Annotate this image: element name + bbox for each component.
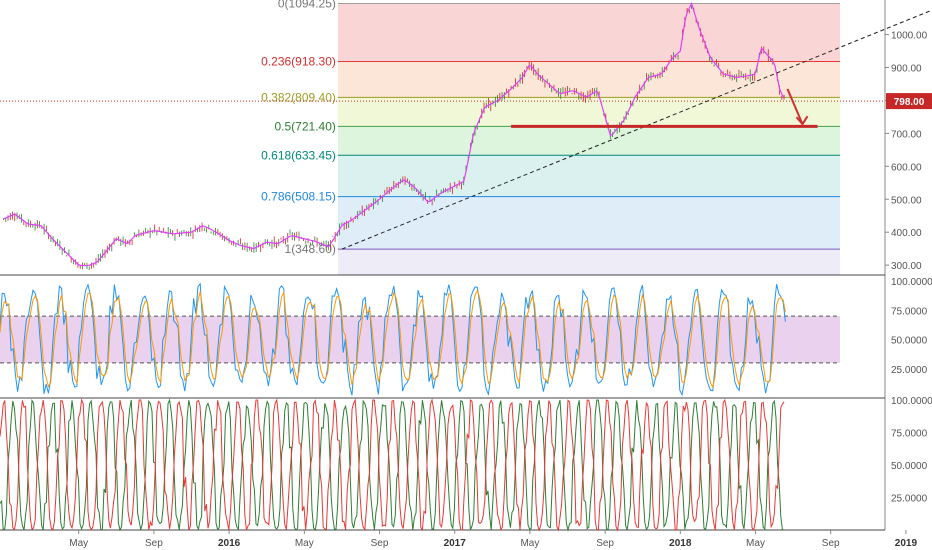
fib-label: 0.786(508.15)	[261, 190, 336, 204]
stoch-tick-label: 25.0000	[891, 365, 928, 376]
fib-label: 0.382(809.40)	[261, 90, 336, 104]
y-tick-label: 300.00	[891, 261, 922, 272]
osc-tick-label: 25.0000	[891, 494, 928, 505]
osc-tick-label: 100.0000	[891, 396, 932, 407]
fib-label: 0.618(633.45)	[261, 148, 336, 162]
stoch-band	[0, 316, 840, 363]
x-tick-label: May	[520, 538, 539, 549]
y-tick-label: 900.00	[891, 64, 922, 75]
stoch-tick-label: 100.0000	[891, 277, 932, 288]
forecast-arrowhead	[795, 115, 809, 126]
osc-red-line	[0, 398, 785, 532]
price-tag-label: 798.00	[894, 97, 925, 108]
price-tag	[886, 93, 932, 110]
x-tick-label: Sep	[596, 538, 614, 549]
y-tick-label: 700.00	[891, 129, 922, 140]
fib-zone	[337, 3, 840, 62]
fib-label: 1(348.60)	[285, 242, 336, 256]
x-tick-label: Sep	[371, 538, 389, 549]
fib-label: 0.236(918.30)	[261, 54, 336, 68]
stoch-d-line	[0, 289, 786, 389]
x-tick-label: May	[295, 538, 314, 549]
x-tick-label: 2016	[218, 538, 241, 549]
x-tick-label: Sep	[822, 538, 840, 549]
fib-label: 0.5(721.40)	[275, 119, 336, 133]
osc-green-line	[0, 398, 785, 532]
forecast-arrow	[786, 88, 804, 125]
osc-tick-label: 75.0000	[891, 429, 928, 440]
fib-zone	[337, 126, 840, 156]
y-tick-label: 400.00	[891, 228, 922, 239]
stoch-tick-label: 75.0000	[891, 306, 928, 317]
x-tick-label: Sep	[145, 538, 163, 549]
x-tick-label: May	[746, 538, 765, 549]
x-tick-label: 2019	[895, 538, 918, 549]
fib-label: 0(1094.25)	[278, 0, 336, 11]
y-tick-label: 600.00	[891, 162, 922, 173]
fib-zone	[337, 155, 840, 197]
osc-tick-label: 50.0000	[891, 461, 928, 472]
moving-average-line	[3, 2, 785, 267]
stoch-tick-label: 50.0000	[891, 336, 928, 347]
fib-zone	[337, 249, 840, 275]
x-tick-label: 2017	[444, 538, 467, 549]
fib-zone	[337, 196, 840, 250]
fib-zone	[337, 97, 840, 127]
y-tick-label: 1000.00	[891, 31, 928, 42]
x-tick-label: 2018	[669, 538, 692, 549]
x-tick-label: May	[69, 538, 88, 549]
y-tick-label: 500.00	[891, 195, 922, 206]
fib-zone	[337, 61, 840, 98]
